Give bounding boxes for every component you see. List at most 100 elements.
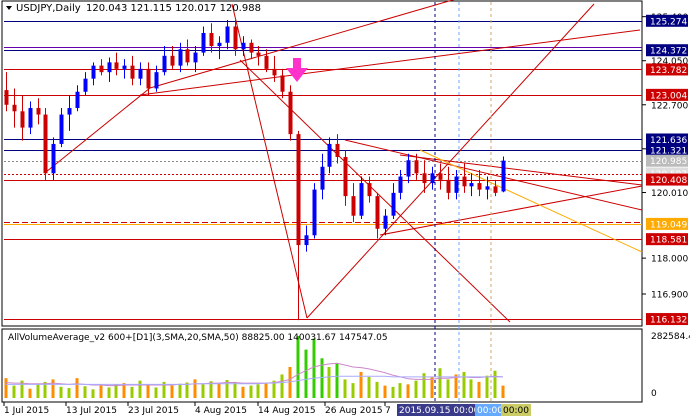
cursor-time-tag (475, 404, 501, 416)
candle-body (75, 91, 80, 109)
ohlc-readout: 120.043 121.115 120.017 120.988 (86, 3, 261, 14)
volume-bar (249, 385, 253, 398)
price-tag-label: 123.782 (650, 66, 687, 76)
candle-body (36, 108, 41, 115)
x-tick-label: 14 Aug 2015 (258, 406, 316, 416)
candle-body (170, 55, 175, 66)
candle-body (477, 183, 482, 190)
volume-bar (241, 386, 245, 398)
volume-bar (209, 381, 213, 398)
volume-bar (391, 386, 395, 398)
volume-bar (398, 383, 402, 398)
volume-bar (154, 387, 158, 398)
x-tick-label: 1 Jul 2015 (4, 406, 49, 416)
volume-bar (280, 374, 284, 398)
candle-body (51, 143, 56, 174)
candle-body (485, 186, 490, 190)
symbol-title: USDJPY,Daily (16, 3, 81, 14)
candle-body (398, 176, 403, 193)
volume-bar (256, 384, 260, 398)
volume-bar (296, 336, 300, 398)
candle-body (264, 55, 269, 69)
volume-bar (75, 378, 79, 398)
price-tag (646, 143, 688, 156)
price-tag-label: 120.985 (650, 157, 687, 167)
volume-bar (170, 385, 174, 398)
candle-body (280, 75, 285, 92)
candle-body (501, 160, 506, 192)
price-tags: 125.274 124.372 123.782 123.004 121.636121.3… (646, 14, 688, 326)
candle-body (225, 26, 230, 43)
candle-body (20, 111, 25, 128)
volume-bar (122, 383, 126, 398)
volume-bar (217, 383, 221, 398)
candle-body (320, 166, 325, 190)
candle-body (414, 160, 419, 174)
volume-bar (233, 381, 237, 398)
candle-body (91, 65, 96, 79)
price-tag (646, 217, 688, 230)
volume-bar (343, 379, 347, 398)
y-tick-label: 116.900 (651, 291, 688, 301)
volume-bar (59, 386, 63, 398)
volume-histogram (4, 336, 505, 398)
volume-bar (359, 371, 363, 398)
cursor-time-tag (501, 404, 531, 416)
cursor-vertical-lines (434, 2, 492, 402)
trendlines (45, 0, 643, 323)
y-tick-label: 122.700 (651, 101, 688, 111)
volume-bar (383, 385, 387, 398)
volume-bar (430, 376, 434, 398)
candle-body (178, 49, 183, 66)
volume-bar (422, 373, 426, 398)
volume-bar (304, 349, 308, 398)
volume-bar (414, 380, 418, 398)
candle-body (343, 156, 348, 197)
indicator-title: AllVolumeAverage_v2 600+[D1](3,SMA,20,SM… (8, 333, 388, 343)
price-tag-label: 125.274 (650, 17, 687, 27)
price-tag (646, 44, 688, 57)
volume-bar (485, 375, 489, 398)
candle-body (59, 114, 64, 144)
candle-body (288, 91, 293, 135)
cursor-time-label: 2015.09.15 00:00 (399, 406, 480, 416)
candle-body (430, 173, 435, 184)
candle-body (296, 134, 301, 246)
candle-body (335, 143, 340, 157)
volume-bar (320, 358, 324, 398)
candle-body (367, 183, 372, 197)
candle-body (122, 65, 127, 69)
candle-body (67, 108, 72, 115)
volume-bar (477, 381, 481, 398)
candle-body (256, 52, 261, 56)
y-tick-label: 120.010 (651, 189, 688, 199)
price-tag-label: 121.321 (650, 146, 687, 156)
candle-body (162, 55, 167, 73)
y-tick-label: 118.000 (651, 255, 688, 265)
volume-bar (312, 338, 316, 398)
price-tag (646, 63, 688, 76)
candle-body (351, 196, 356, 216)
volume-bar (178, 383, 182, 398)
volume-bar (12, 385, 16, 398)
x-tick-label: 26 Aug 2015 (325, 406, 383, 416)
candle-body (130, 65, 135, 79)
price-tag-label: 121.636 (650, 136, 687, 146)
volume-bar (193, 379, 197, 398)
volume-bar (469, 379, 473, 398)
volume-bar (351, 383, 355, 398)
candle-body (4, 90, 9, 105)
collapse-triangle-icon[interactable] (6, 6, 12, 10)
candle-body (146, 68, 151, 89)
candlesticks (4, 19, 506, 321)
x-tick-label: 23 Jul 2015 (128, 406, 179, 416)
volume-bar (335, 363, 339, 398)
volume-bar (91, 389, 95, 398)
volume-bar (28, 388, 32, 398)
price-tag (646, 133, 688, 146)
candle-body (12, 104, 17, 112)
volume-bar (375, 381, 379, 398)
candle-body (446, 179, 451, 193)
